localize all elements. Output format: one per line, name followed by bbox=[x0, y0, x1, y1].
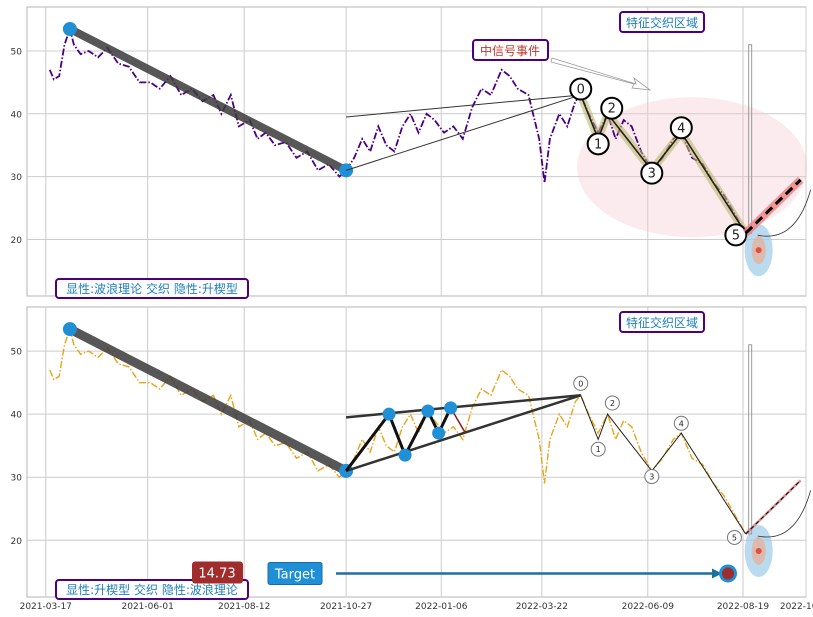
projection-line bbox=[744, 178, 802, 235]
wave-label: 2 bbox=[610, 399, 615, 408]
x-tick-label: 2022-08-19 bbox=[717, 602, 770, 612]
wave-label-circle bbox=[673, 415, 689, 431]
projection-arc bbox=[757, 490, 812, 538]
x-tick-label: 2022-10-05 bbox=[780, 602, 813, 612]
projection-arc bbox=[757, 189, 812, 237]
x-tick-label: 2021-03-17 bbox=[20, 602, 72, 612]
wave-line bbox=[579, 94, 747, 234]
legend-text: 显性:波浪理论 交织 隐性:升楔型 bbox=[66, 281, 238, 296]
wedge-marker bbox=[382, 407, 396, 421]
y-tick-label: 30 bbox=[11, 474, 23, 484]
target-marker-inner bbox=[722, 567, 734, 580]
target-label-box bbox=[267, 561, 323, 585]
legend-text: 显性:升楔型 交织 隐性:波浪理论 bbox=[66, 582, 238, 597]
target-value: 14.73 bbox=[198, 566, 235, 581]
wave-label: 1 bbox=[594, 137, 602, 152]
wave-label: 5 bbox=[732, 228, 740, 243]
wave-label-circle bbox=[604, 395, 620, 411]
panel0-price-line bbox=[48, 25, 747, 234]
panel0-frame bbox=[26, 6, 807, 297]
wave-label-circle bbox=[569, 77, 593, 101]
signal-bar bbox=[748, 344, 753, 535]
signal-label: 中信号事件 bbox=[480, 43, 540, 58]
panel1-group: 2021-03-17 2021-06-01 2021-08-12 2021-10-27… bbox=[11, 306, 813, 612]
wedge-marker bbox=[444, 401, 458, 415]
wedge-upper-line bbox=[346, 94, 581, 118]
y-tick-label: 30 bbox=[11, 173, 23, 183]
x-tick-label: 2022-01-06 bbox=[415, 602, 468, 612]
y-tick-label: 40 bbox=[11, 110, 23, 120]
y-tick-label: 20 bbox=[11, 236, 23, 246]
legend-box bbox=[55, 278, 249, 299]
wedge-marker bbox=[432, 426, 446, 440]
target-arrowhead bbox=[712, 568, 722, 579]
zone-label: 特征交织区域 bbox=[626, 15, 698, 30]
wave-line bbox=[580, 395, 747, 535]
wave-label-circle bbox=[600, 96, 624, 120]
x-tick-label: 2022-03-22 bbox=[516, 602, 568, 612]
wave-label: 1 bbox=[596, 445, 601, 454]
y-tick-label: 40 bbox=[11, 411, 23, 421]
wave-label-circle bbox=[644, 469, 660, 485]
target-label: Target bbox=[274, 567, 315, 582]
legend-box bbox=[55, 579, 249, 600]
downtrend-line bbox=[65, 324, 351, 476]
wave-label-circle bbox=[590, 441, 606, 457]
signal-label-box bbox=[472, 39, 549, 61]
wedge-lower-line bbox=[345, 394, 582, 473]
wave-label: 2 bbox=[608, 102, 616, 117]
wave-label: 3 bbox=[648, 167, 656, 182]
wave-label: 3 bbox=[649, 473, 654, 482]
wedge-marker bbox=[421, 404, 435, 418]
wave-label-circle bbox=[586, 132, 610, 156]
target-value-box bbox=[192, 561, 243, 584]
zone-label-box bbox=[619, 11, 705, 33]
wedge-lower-line bbox=[345, 94, 581, 171]
y-tick-label: 50 bbox=[11, 348, 23, 358]
wave-label: 0 bbox=[578, 379, 583, 388]
end-point bbox=[755, 547, 762, 554]
x-tick-label: 2022-06-09 bbox=[622, 602, 675, 612]
panel1-frame bbox=[26, 306, 807, 598]
wave-label-circle bbox=[573, 375, 589, 391]
wedge-marker bbox=[398, 448, 412, 462]
signal-arrow bbox=[550, 57, 652, 91]
wave-label: 4 bbox=[677, 121, 685, 136]
feature-zone-ellipse bbox=[577, 97, 808, 238]
downtrend-line bbox=[65, 24, 351, 175]
x-tick-label: 2021-10-27 bbox=[320, 602, 372, 612]
wave-label-circle bbox=[669, 116, 693, 140]
end-point bbox=[755, 247, 762, 254]
zone-label: 特征交织区域 bbox=[626, 315, 698, 330]
zone-label-box bbox=[619, 311, 705, 333]
x-tick-label: 2021-06-01 bbox=[122, 602, 174, 612]
wave-label: 5 bbox=[732, 533, 737, 542]
projection-line bbox=[745, 480, 801, 535]
wave-label-circle bbox=[724, 223, 748, 247]
wave-label-circle bbox=[726, 529, 742, 545]
x-tick-label: 2021-08-12 bbox=[218, 602, 270, 612]
wave-label: 0 bbox=[577, 83, 585, 98]
y-tick-label: 20 bbox=[11, 537, 23, 547]
wave-label: 4 bbox=[679, 419, 684, 428]
wave-label-circle bbox=[640, 161, 664, 185]
trend-start-marker bbox=[62, 322, 77, 337]
trend-start-marker bbox=[62, 21, 77, 36]
y-tick-label: 50 bbox=[11, 47, 23, 57]
